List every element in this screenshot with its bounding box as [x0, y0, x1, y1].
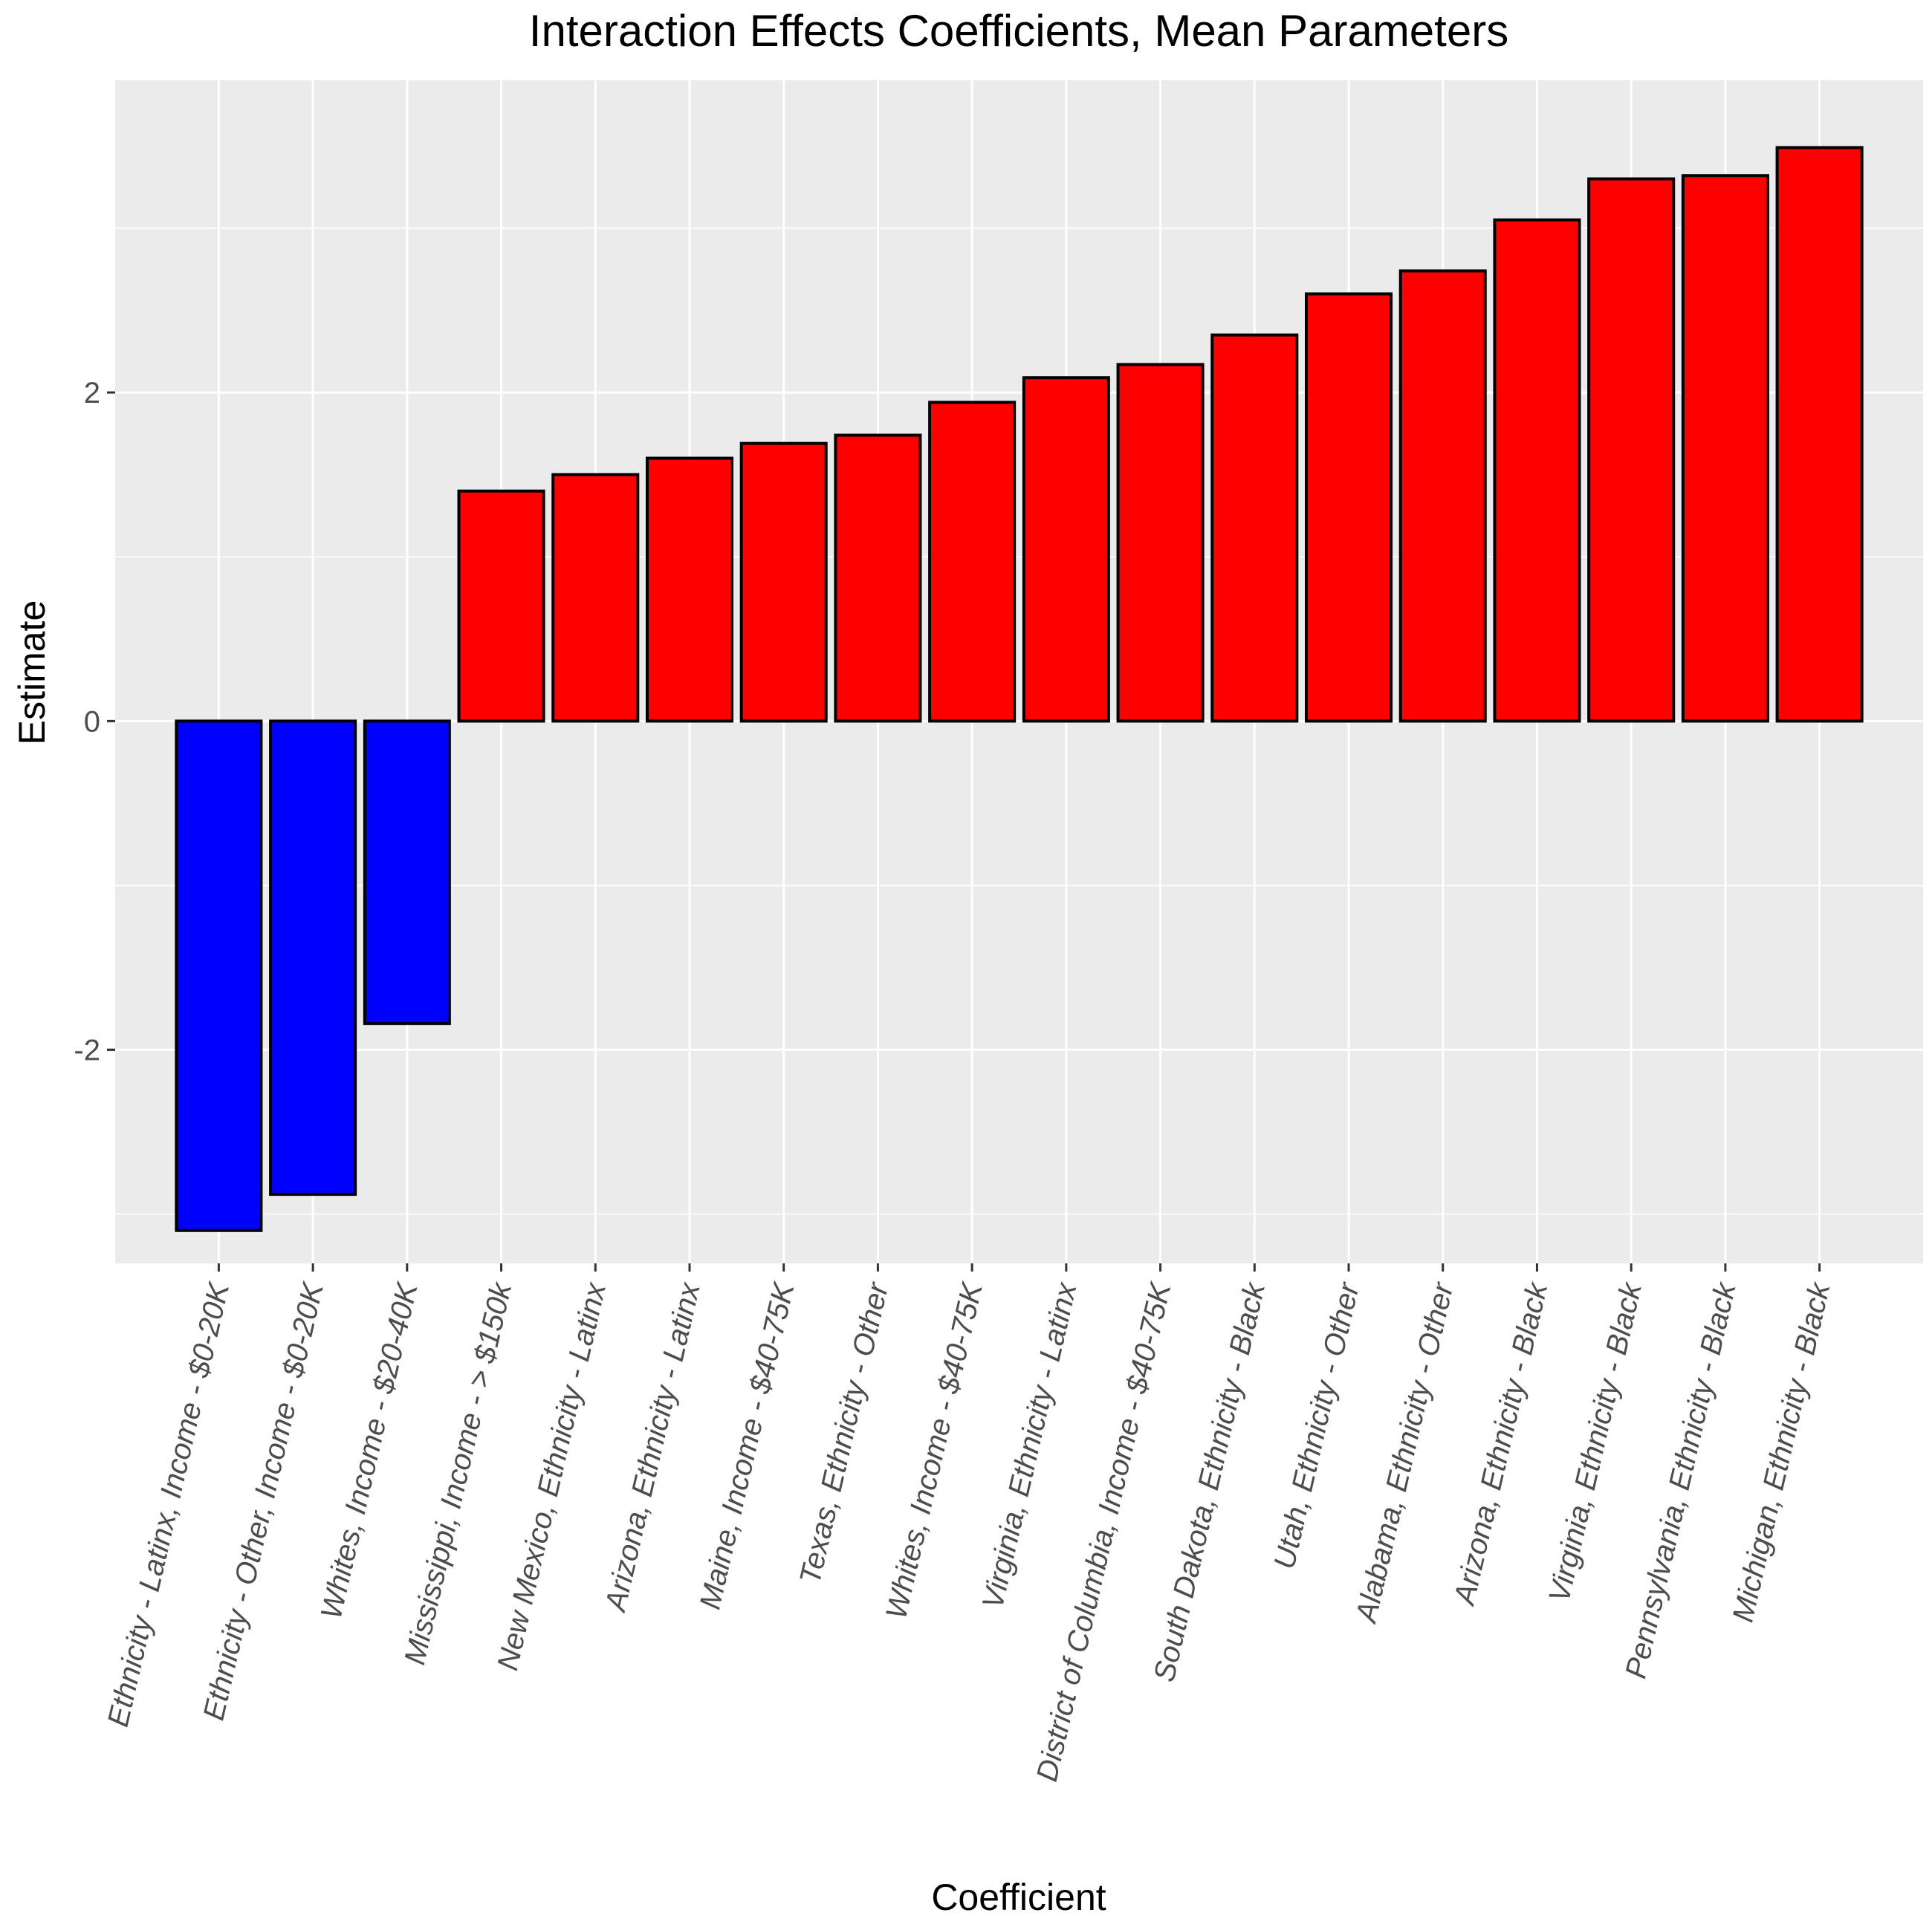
chart-title: Interaction Effects Coefficients, Mean P…: [529, 6, 1508, 56]
bar: [1022, 376, 1110, 723]
bar: [175, 719, 263, 1232]
bar: [269, 719, 357, 1196]
bar: [1587, 177, 1676, 723]
y-tick-label: 2: [84, 377, 100, 409]
bar: [457, 489, 545, 723]
y-tick-label: 0: [84, 705, 100, 738]
bar: [739, 441, 828, 723]
x-axis-title: Coefficient: [931, 1876, 1106, 1918]
bars: [175, 146, 1864, 1232]
bar: [645, 456, 734, 723]
bar: [928, 401, 1017, 723]
bar: [1681, 174, 1769, 723]
bar: [834, 433, 922, 723]
bar: [1116, 363, 1205, 723]
bar: [551, 473, 640, 723]
bar: [1493, 218, 1581, 723]
bar: [1398, 269, 1487, 723]
y-axis-title: Estimate: [11, 600, 53, 745]
y-tick-label: -2: [74, 1034, 100, 1067]
bar: [1304, 292, 1393, 723]
bar: [363, 719, 451, 1026]
bar: [1210, 333, 1299, 723]
bar: [1775, 146, 1864, 723]
